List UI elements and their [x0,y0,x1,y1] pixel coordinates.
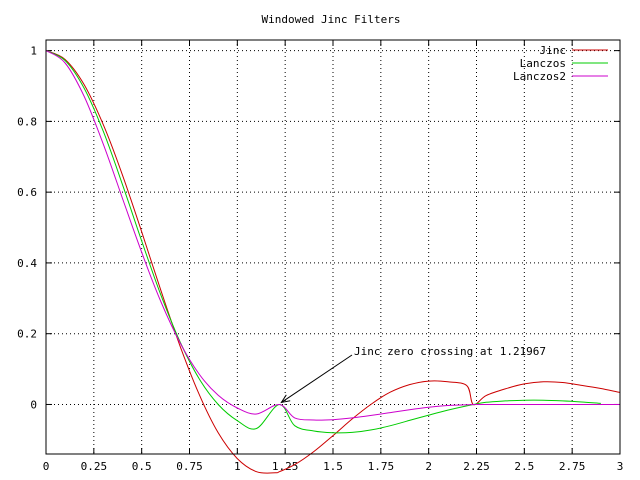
y-tick-label: 0.2 [17,328,37,341]
axis-ticks [45,40,621,454]
y-tick-label: 1 [30,45,37,58]
y-tick-label: 0.6 [17,186,37,199]
series-line-jinc [45,50,621,474]
chart-title: Windowed Jinc Filters [261,13,400,26]
axis-tick-labels: 0 0.25 0.5 0.75 1 1.25 1.5 1.75 2 2.25 2.5 2.75 3 0 0.… [17,45,623,473]
x-tick-label: 0.5 [132,460,152,473]
x-tick-label: 0.25 [81,460,108,473]
x-tick-label: 3 [617,460,624,473]
y-tick-label: 0.8 [17,115,37,128]
legend-label-jinc: Jinc [540,44,567,57]
x-tick-label: 2.25 [463,460,490,473]
x-tick-label: 1.5 [323,460,343,473]
x-tick-label: 0.75 [176,460,203,473]
x-tick-label: 2 [425,460,432,473]
y-tick-label: 0.4 [17,257,37,270]
x-tick-label: 0 [43,460,50,473]
grid [46,40,620,454]
x-tick-label: 2.5 [514,460,534,473]
annotation: Jinc zero crossing at 1.21967 [280,345,546,404]
x-tick-label: 1.25 [272,460,299,473]
series-lines [45,50,621,474]
series-line-lanczos2 [45,50,620,421]
annotation-arrow-head [280,394,291,404]
x-tick-label: 1.75 [368,460,395,473]
plot-frame [45,39,621,455]
y-tick-label: 0 [30,398,37,411]
x-tick-label: 1 [234,460,241,473]
annotation-label: Jinc zero crossing at 1.21967 [354,345,546,358]
x-tick-label: 2.75 [559,460,586,473]
legend-label-lanczos: Lanczos [520,57,566,70]
legend-label-lanczos2: Lanczos2 [513,70,566,83]
annotation-arrow-line [281,354,353,403]
series-line-lanczos [45,50,601,434]
